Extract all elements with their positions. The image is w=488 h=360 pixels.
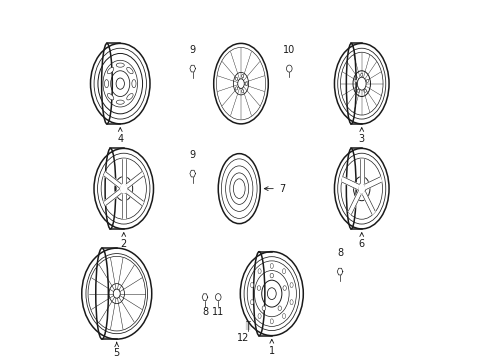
Polygon shape [122,194,125,218]
Ellipse shape [364,89,366,93]
Ellipse shape [282,269,285,274]
Ellipse shape [283,286,286,291]
Ellipse shape [235,87,237,90]
Ellipse shape [289,300,292,305]
Text: 5: 5 [113,342,120,358]
Ellipse shape [126,67,133,74]
Text: 7: 7 [264,184,285,194]
Ellipse shape [104,80,108,88]
Ellipse shape [126,94,133,100]
Ellipse shape [356,89,359,93]
Ellipse shape [107,94,114,100]
Text: 8: 8 [336,248,343,258]
Text: 12: 12 [237,333,249,343]
Text: 11: 11 [212,307,224,316]
Ellipse shape [253,252,264,336]
Polygon shape [364,177,381,190]
Ellipse shape [102,44,112,124]
Ellipse shape [346,44,355,124]
Ellipse shape [289,283,292,288]
Ellipse shape [116,63,124,67]
Ellipse shape [360,73,362,76]
Text: 4: 4 [117,127,123,144]
Ellipse shape [257,286,260,291]
Text: 6: 6 [358,233,364,249]
Text: 9: 9 [189,45,195,55]
Ellipse shape [116,100,124,104]
Ellipse shape [278,306,281,311]
Ellipse shape [132,80,136,88]
Text: 1: 1 [268,339,274,356]
Polygon shape [126,189,143,206]
Ellipse shape [270,264,273,269]
Ellipse shape [282,314,285,319]
Ellipse shape [269,273,273,278]
Polygon shape [362,192,374,215]
Ellipse shape [96,248,108,339]
Polygon shape [104,172,121,188]
Ellipse shape [218,154,260,224]
Ellipse shape [241,75,244,78]
Ellipse shape [270,319,273,324]
Ellipse shape [346,148,355,229]
Text: 10: 10 [283,45,295,55]
Ellipse shape [241,90,244,93]
Text: 3: 3 [358,127,364,144]
Text: 8: 8 [202,307,207,316]
Ellipse shape [245,82,247,85]
Ellipse shape [250,283,253,288]
Polygon shape [341,177,358,190]
Ellipse shape [235,77,237,81]
Ellipse shape [258,269,261,274]
Ellipse shape [258,314,261,319]
Ellipse shape [107,67,114,74]
Ellipse shape [354,79,356,82]
Polygon shape [359,159,363,183]
Ellipse shape [250,300,253,305]
Text: 9: 9 [189,150,195,159]
Polygon shape [104,189,121,206]
Ellipse shape [262,306,265,311]
Polygon shape [126,172,143,188]
Polygon shape [122,159,125,183]
Text: 2: 2 [121,233,126,249]
Ellipse shape [366,79,368,82]
Polygon shape [347,192,360,215]
Ellipse shape [105,148,116,229]
